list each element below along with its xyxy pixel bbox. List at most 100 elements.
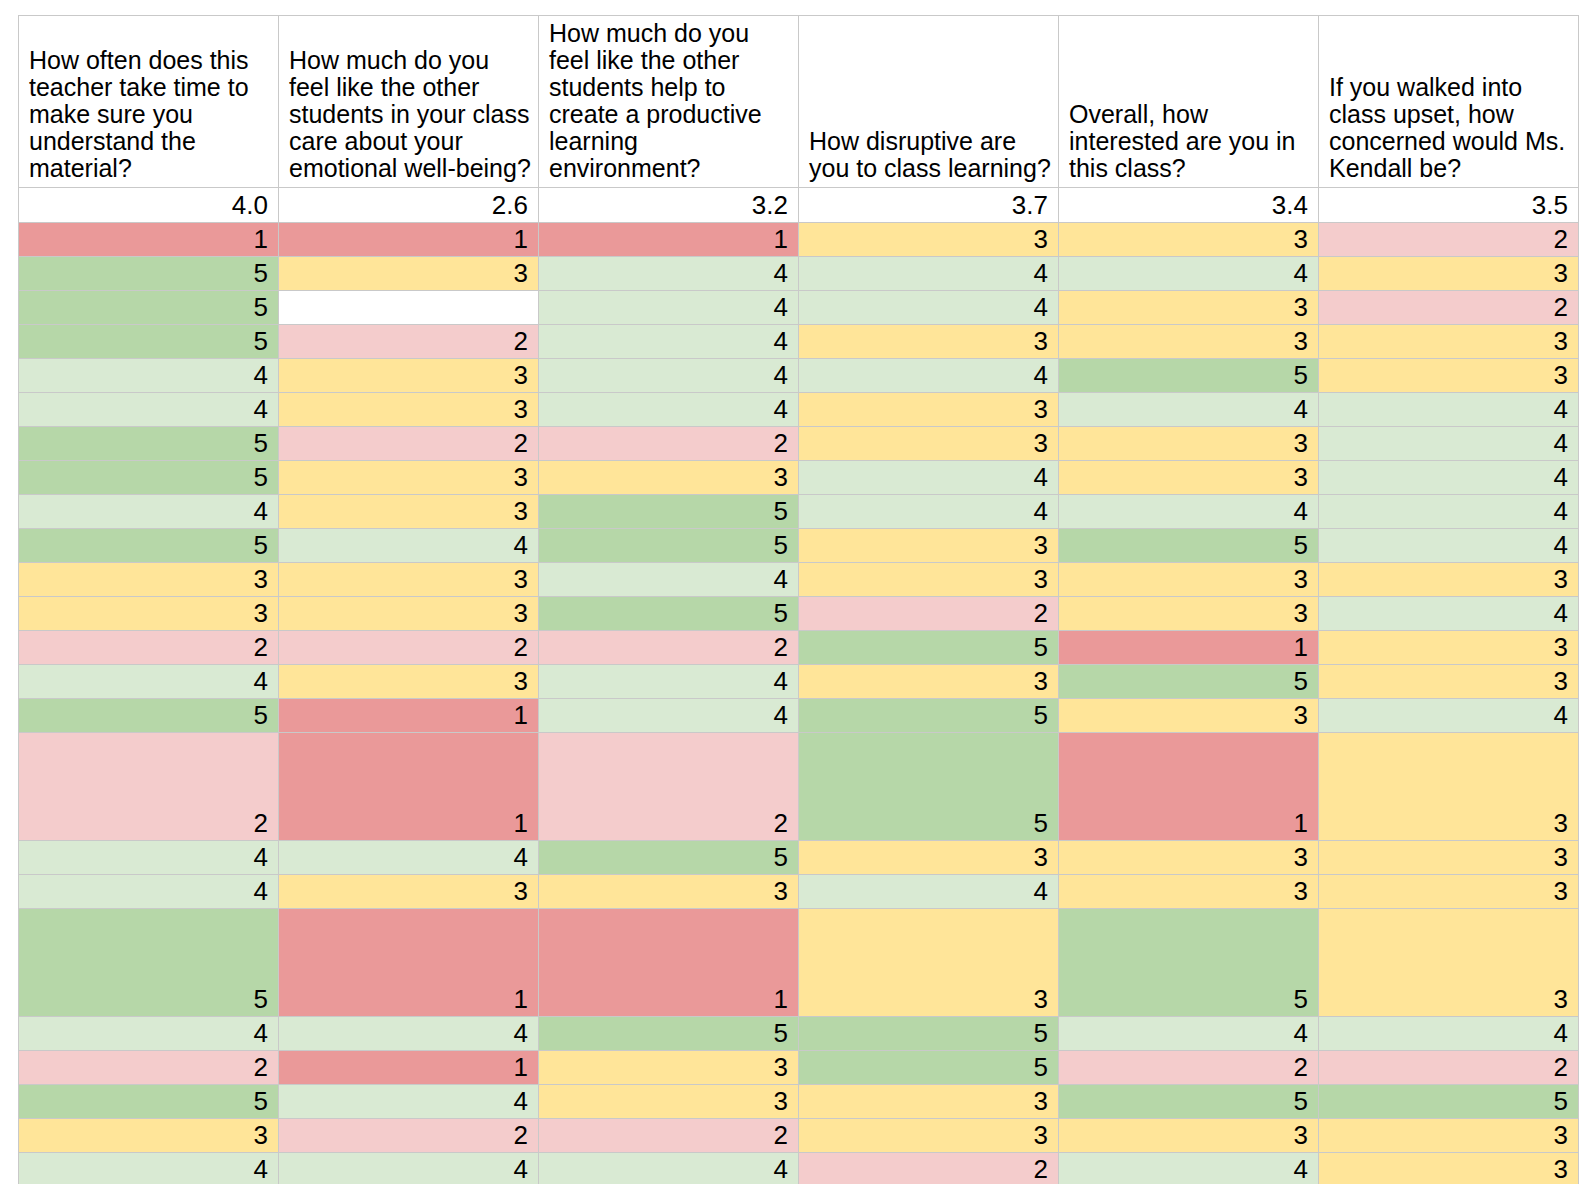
cell[interactable]: 2 [279, 631, 539, 665]
cell[interactable]: 2 [539, 733, 799, 841]
cell[interactable]: 4 [1319, 495, 1579, 529]
cell[interactable]: 4 [19, 495, 279, 529]
cell[interactable]: 2 [19, 733, 279, 841]
cell[interactable]: 4 [539, 699, 799, 733]
column-header-cell[interactable]: If you walked into class upset, how conc… [1319, 16, 1579, 188]
column-header-cell[interactable]: Overall, how interested are you in this … [1059, 16, 1319, 188]
average-cell[interactable]: 3.4 [1059, 188, 1319, 223]
cell[interactable]: 1 [279, 909, 539, 1017]
cell[interactable]: 4 [1059, 495, 1319, 529]
cell[interactable]: 4 [799, 495, 1059, 529]
cell[interactable]: 5 [1059, 1085, 1319, 1119]
cell[interactable]: 4 [1059, 257, 1319, 291]
cell[interactable]: 3 [1319, 563, 1579, 597]
cell[interactable]: 4 [279, 1085, 539, 1119]
cell[interactable]: 2 [1059, 1051, 1319, 1085]
cell[interactable]: 3 [799, 223, 1059, 257]
cell[interactable]: 1 [279, 733, 539, 841]
cell[interactable]: 5 [539, 529, 799, 563]
cell[interactable]: 3 [279, 563, 539, 597]
cell[interactable]: 4 [279, 529, 539, 563]
cell[interactable]: 3 [1059, 699, 1319, 733]
cell[interactable]: 3 [1059, 841, 1319, 875]
cell[interactable]: 2 [19, 1051, 279, 1085]
cell[interactable]: 2 [539, 1119, 799, 1153]
cell[interactable]: 5 [1059, 529, 1319, 563]
cell[interactable]: 2 [19, 631, 279, 665]
cell[interactable]: 3 [279, 359, 539, 393]
cell[interactable]: 3 [1059, 875, 1319, 909]
cell[interactable]: 3 [1319, 909, 1579, 1017]
cell[interactable]: 1 [1059, 733, 1319, 841]
cell[interactable]: 5 [799, 733, 1059, 841]
cell[interactable]: 2 [279, 1119, 539, 1153]
cell[interactable]: 5 [1059, 909, 1319, 1017]
average-cell[interactable]: 3.5 [1319, 188, 1579, 223]
cell[interactable]: 3 [1059, 597, 1319, 631]
cell[interactable]: 5 [539, 841, 799, 875]
cell[interactable]: 2 [539, 427, 799, 461]
cell[interactable]: 3 [279, 393, 539, 427]
cell[interactable]: 4 [1319, 529, 1579, 563]
cell[interactable]: 3 [799, 393, 1059, 427]
cell[interactable]: 3 [279, 257, 539, 291]
cell[interactable]: 3 [279, 597, 539, 631]
cell[interactable]: 4 [539, 291, 799, 325]
cell[interactable]: 3 [1059, 223, 1319, 257]
cell[interactable]: 2 [799, 1153, 1059, 1184]
cell[interactable]: 3 [539, 1085, 799, 1119]
cell[interactable]: 3 [279, 495, 539, 529]
cell[interactable]: 5 [1059, 359, 1319, 393]
cell[interactable]: 3 [799, 325, 1059, 359]
column-header-cell[interactable]: How disruptive are you to class learning… [799, 16, 1059, 188]
cell[interactable]: 4 [19, 359, 279, 393]
cell[interactable]: 2 [1319, 1051, 1579, 1085]
cell[interactable]: 4 [799, 257, 1059, 291]
cell[interactable]: 3 [799, 1119, 1059, 1153]
cell[interactable]: 1 [539, 909, 799, 1017]
cell[interactable]: 3 [1319, 733, 1579, 841]
cell[interactable]: 2 [799, 597, 1059, 631]
cell[interactable]: 3 [799, 1085, 1059, 1119]
cell[interactable]: 3 [1059, 325, 1319, 359]
cell[interactable]: 4 [799, 291, 1059, 325]
cell[interactable]: 5 [799, 631, 1059, 665]
cell[interactable]: 3 [1059, 427, 1319, 461]
cell[interactable]: 4 [539, 665, 799, 699]
cell[interactable]: 4 [1319, 427, 1579, 461]
cell[interactable]: 3 [799, 427, 1059, 461]
cell[interactable]: 1 [539, 223, 799, 257]
cell[interactable]: 3 [539, 1051, 799, 1085]
cell[interactable]: 1 [1059, 631, 1319, 665]
cell[interactable]: 3 [1319, 841, 1579, 875]
cell[interactable]: 4 [1319, 393, 1579, 427]
cell[interactable]: 4 [19, 665, 279, 699]
cell[interactable]: 3 [1319, 257, 1579, 291]
cell[interactable]: 3 [1319, 875, 1579, 909]
cell[interactable]: 1 [19, 223, 279, 257]
cell[interactable]: 3 [1319, 631, 1579, 665]
cell[interactable]: 3 [1319, 359, 1579, 393]
cell[interactable]: 3 [1319, 665, 1579, 699]
average-cell[interactable]: 3.7 [799, 188, 1059, 223]
cell[interactable]: 1 [279, 699, 539, 733]
cell[interactable]: 2 [1319, 223, 1579, 257]
cell[interactable]: 2 [279, 427, 539, 461]
cell[interactable]: 2 [1319, 291, 1579, 325]
cell[interactable]: 5 [799, 699, 1059, 733]
cell[interactable]: 5 [19, 325, 279, 359]
cell[interactable]: 4 [19, 1017, 279, 1051]
cell[interactable]: 5 [19, 1085, 279, 1119]
cell[interactable]: 3 [539, 875, 799, 909]
cell[interactable]: 4 [539, 1153, 799, 1184]
cell[interactable]: 4 [19, 875, 279, 909]
column-header-cell[interactable]: How much do you feel like the other stud… [539, 16, 799, 188]
cell[interactable]: 4 [1319, 597, 1579, 631]
average-cell[interactable]: 2.6 [279, 188, 539, 223]
cell[interactable]: 5 [799, 1051, 1059, 1085]
cell[interactable]: 3 [279, 665, 539, 699]
cell[interactable]: 4 [1319, 1017, 1579, 1051]
cell[interactable]: 4 [539, 257, 799, 291]
cell[interactable]: 3 [799, 563, 1059, 597]
cell[interactable]: 3 [19, 597, 279, 631]
